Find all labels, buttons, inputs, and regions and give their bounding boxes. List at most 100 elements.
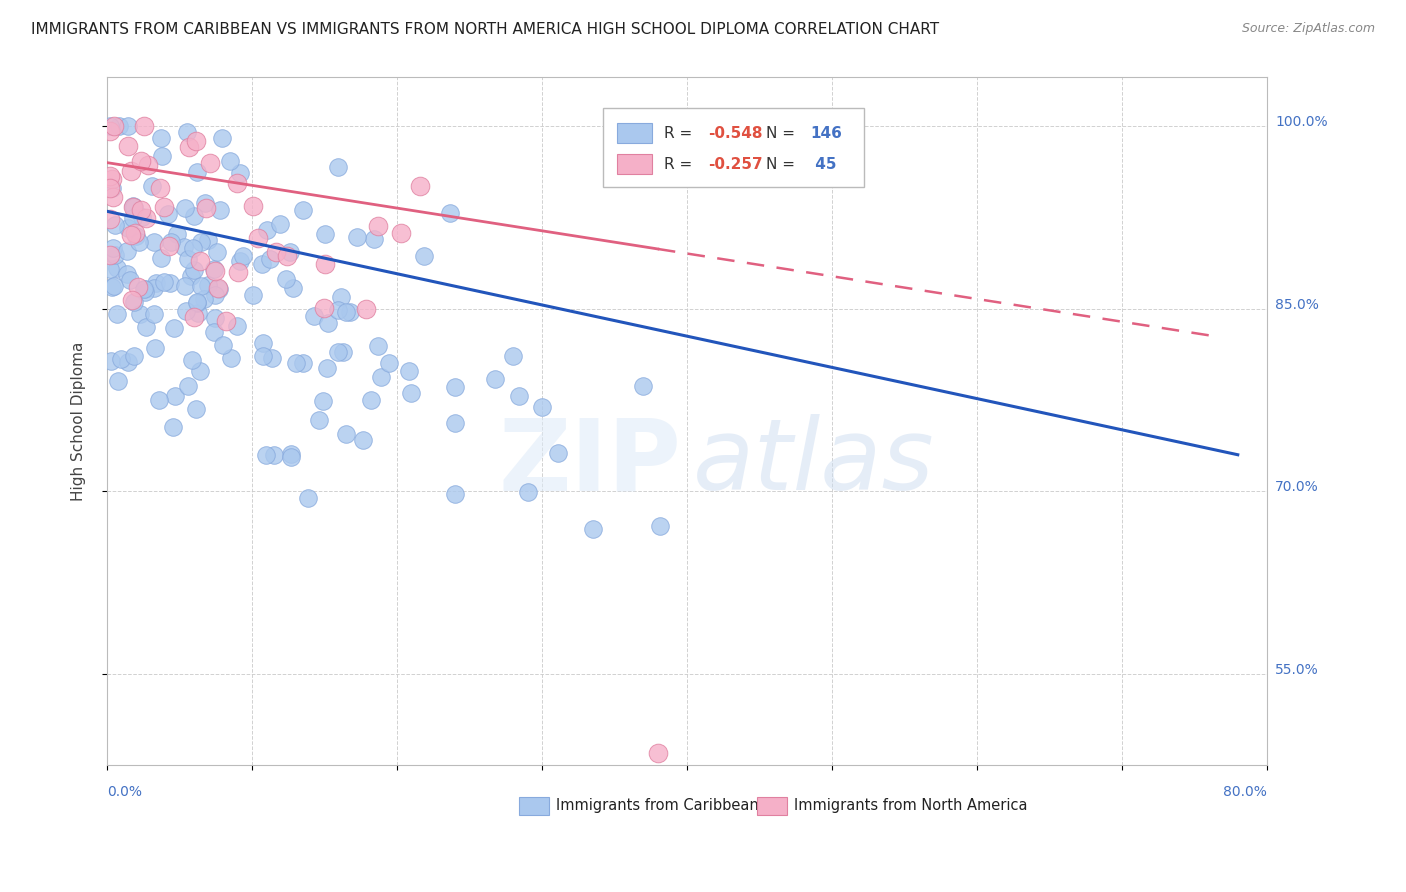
- Point: [134, 282, 156, 296]
- Text: N =: N =: [766, 157, 800, 171]
- Point: [232, 249, 254, 263]
- Point: [174, 303, 197, 318]
- Point: [516, 485, 538, 500]
- Point: [252, 335, 274, 350]
- Point: [326, 160, 349, 174]
- Text: -0.257: -0.257: [707, 157, 762, 171]
- Point: [163, 389, 186, 403]
- Point: [159, 277, 181, 291]
- Point: [297, 491, 319, 505]
- Point: [173, 201, 195, 215]
- Point: [197, 278, 219, 293]
- Point: [157, 206, 180, 220]
- Point: [229, 254, 252, 268]
- Point: [508, 389, 530, 403]
- Point: [98, 124, 121, 138]
- Point: [207, 244, 229, 259]
- Point: [208, 282, 231, 296]
- Point: [292, 202, 315, 217]
- Point: [276, 249, 298, 263]
- Text: 0.0%: 0.0%: [107, 785, 142, 798]
- Point: [186, 134, 208, 148]
- Point: [186, 165, 208, 179]
- Point: [547, 446, 569, 460]
- Point: [335, 427, 357, 442]
- Point: [98, 211, 121, 226]
- Point: [115, 244, 138, 258]
- Point: [186, 295, 208, 310]
- Point: [104, 219, 127, 233]
- Point: [226, 176, 249, 190]
- Point: [160, 235, 183, 249]
- Point: [190, 279, 212, 293]
- Point: [280, 447, 302, 461]
- Point: [117, 119, 139, 133]
- Point: [193, 293, 215, 307]
- Point: [183, 209, 205, 223]
- Point: [439, 205, 461, 219]
- Point: [229, 166, 252, 180]
- Point: [180, 268, 202, 283]
- Point: [316, 316, 339, 330]
- Point: [443, 416, 465, 430]
- Point: [98, 119, 121, 133]
- Point: [121, 293, 143, 307]
- Point: [98, 262, 121, 277]
- Point: [177, 379, 200, 393]
- Point: [120, 227, 142, 242]
- Point: [142, 281, 165, 295]
- Point: [252, 257, 274, 271]
- Point: [122, 200, 145, 214]
- Bar: [617, 153, 652, 175]
- Text: Immigrants from Caribbean: Immigrants from Caribbean: [555, 798, 759, 814]
- Point: [135, 320, 157, 334]
- Bar: [756, 797, 786, 814]
- Point: [444, 486, 467, 500]
- Point: [204, 311, 226, 326]
- Point: [484, 372, 506, 386]
- Point: [127, 279, 149, 293]
- Text: Source: ZipAtlas.com: Source: ZipAtlas.com: [1241, 22, 1375, 36]
- Point: [150, 149, 173, 163]
- Bar: [617, 123, 652, 144]
- Point: [117, 221, 139, 235]
- Point: [149, 251, 172, 265]
- Point: [195, 202, 218, 216]
- Point: [211, 130, 233, 145]
- Point: [104, 248, 127, 262]
- Point: [98, 248, 121, 262]
- Point: [291, 356, 314, 370]
- Text: IMMIGRANTS FROM CARIBBEAN VS IMMIGRANTS FROM NORTH AMERICA HIGH SCHOOL DIPLOMA C: IMMIGRANTS FROM CARIBBEAN VS IMMIGRANTS …: [31, 22, 939, 37]
- Point: [312, 393, 335, 408]
- Point: [650, 518, 672, 533]
- Point: [120, 273, 142, 287]
- Point: [360, 393, 382, 408]
- Point: [200, 155, 222, 169]
- Point: [122, 211, 145, 225]
- Point: [134, 285, 156, 300]
- Point: [107, 307, 129, 321]
- Point: [304, 309, 326, 323]
- Text: 55.0%: 55.0%: [1275, 663, 1319, 677]
- Point: [122, 349, 145, 363]
- Point: [110, 351, 132, 366]
- Point: [124, 226, 146, 240]
- Text: 100.0%: 100.0%: [1275, 115, 1327, 129]
- Point: [209, 203, 232, 218]
- Text: 80.0%: 80.0%: [1223, 785, 1267, 798]
- Point: [120, 164, 142, 178]
- Point: [173, 240, 195, 254]
- Point: [153, 275, 176, 289]
- Point: [215, 314, 238, 328]
- Point: [254, 448, 277, 462]
- Point: [259, 252, 281, 267]
- Point: [284, 356, 307, 370]
- Text: ZIP: ZIP: [498, 414, 681, 511]
- Point: [194, 195, 217, 210]
- Point: [117, 267, 139, 281]
- Point: [308, 413, 330, 427]
- Text: Immigrants from North America: Immigrants from North America: [793, 798, 1028, 814]
- Point: [142, 235, 165, 249]
- Point: [363, 231, 385, 245]
- Point: [326, 344, 349, 359]
